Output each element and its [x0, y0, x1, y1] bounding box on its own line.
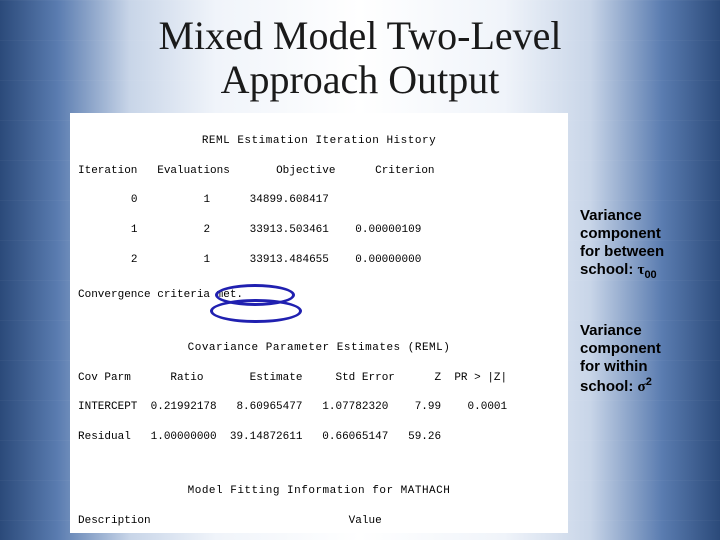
annotation-within: Variance component for within school: σ2	[580, 322, 710, 396]
cell: 0.00000109	[355, 224, 421, 236]
annot-text: for between	[580, 243, 664, 260]
tau-subscript: 00	[644, 269, 656, 281]
annot-text: component	[580, 340, 661, 357]
fit-header: Description Value	[78, 514, 560, 529]
cell: 34899.608417	[250, 194, 329, 206]
cell: 0	[131, 194, 138, 206]
section-title-reml-history: REML Estimation Iteration History	[78, 134, 560, 149]
cell: 7.99	[415, 401, 441, 413]
hdr: Value	[349, 515, 382, 527]
cell: 1.07782320	[322, 401, 388, 413]
section-title-covparm: Covariance Parameter Estimates (REML)	[78, 341, 560, 356]
sigma-superscript: 2	[646, 376, 652, 388]
hdr-iteration: Iteration	[78, 165, 137, 177]
hdr-objective: Objective	[276, 165, 335, 177]
hdr-evaluations: Evaluations	[157, 165, 230, 177]
ellipse-within-estimate	[210, 299, 302, 323]
stats-output-box: REML Estimation Iteration History Iterat…	[70, 113, 568, 533]
cell: 8.60965477	[236, 401, 302, 413]
annot-text: component	[580, 225, 661, 242]
cell: 0.0001	[468, 401, 508, 413]
hdr: Estimate	[250, 372, 303, 384]
convergence-msg: Convergence criteria met.	[78, 288, 560, 303]
cell: 0.66065147	[322, 431, 388, 443]
hdr: Cov Parm	[78, 372, 131, 384]
cell: 2	[131, 254, 138, 266]
cell: 33913.503461	[250, 224, 329, 236]
iter-row: 1 2 33913.503461 0.00000109	[78, 223, 560, 238]
cell: 2	[203, 224, 210, 236]
cell: 33913.484655	[250, 254, 329, 266]
hdr: Std Error	[335, 372, 394, 384]
cell: 1.00000000	[151, 431, 217, 443]
cell: 1	[203, 194, 210, 206]
sigma-symbol: σ	[638, 379, 646, 395]
annotation-between: Variance component for between school: τ…	[580, 207, 710, 282]
hdr: PR > |Z|	[454, 372, 507, 384]
slide-title: Mixed Model Two-Level Approach Output	[0, 14, 720, 102]
title-line-1: Mixed Model Two-Level	[158, 13, 561, 58]
hdr: Ratio	[170, 372, 203, 384]
cell: 1	[131, 224, 138, 236]
cell: 0.00000000	[355, 254, 421, 266]
iter-row: 0 1 34899.608417	[78, 193, 560, 208]
iter-row: 2 1 33913.484655 0.00000000	[78, 253, 560, 268]
hdr-criterion: Criterion	[375, 165, 434, 177]
cell: 39.14872611	[230, 431, 303, 443]
title-line-2: Approach Output	[221, 57, 500, 102]
cell: 1	[203, 254, 210, 266]
cell: Residual	[78, 431, 131, 443]
cell: 59.26	[408, 431, 441, 443]
covparm-header: Cov Parm Ratio Estimate Std Error Z PR >…	[78, 371, 560, 386]
hdr: Z	[435, 372, 442, 384]
annot-text: school:	[580, 378, 638, 395]
hdr: Description	[78, 515, 151, 527]
section-title-modelfit: Model Fitting Information for MATHACH	[78, 484, 560, 499]
annot-text: for within	[580, 358, 648, 375]
cell: 0.21992178	[151, 401, 217, 413]
covparm-row: Residual 1.00000000 39.14872611 0.660651…	[78, 430, 560, 445]
covparm-row: INTERCEPT 0.21992178 8.60965477 1.077823…	[78, 400, 560, 415]
cell: INTERCEPT	[78, 401, 137, 413]
annot-text: Variance	[580, 207, 642, 224]
annot-text: Variance	[580, 322, 642, 339]
iter-header-row: Iteration Evaluations Objective Criterio…	[78, 164, 560, 179]
annot-text: school:	[580, 261, 638, 278]
